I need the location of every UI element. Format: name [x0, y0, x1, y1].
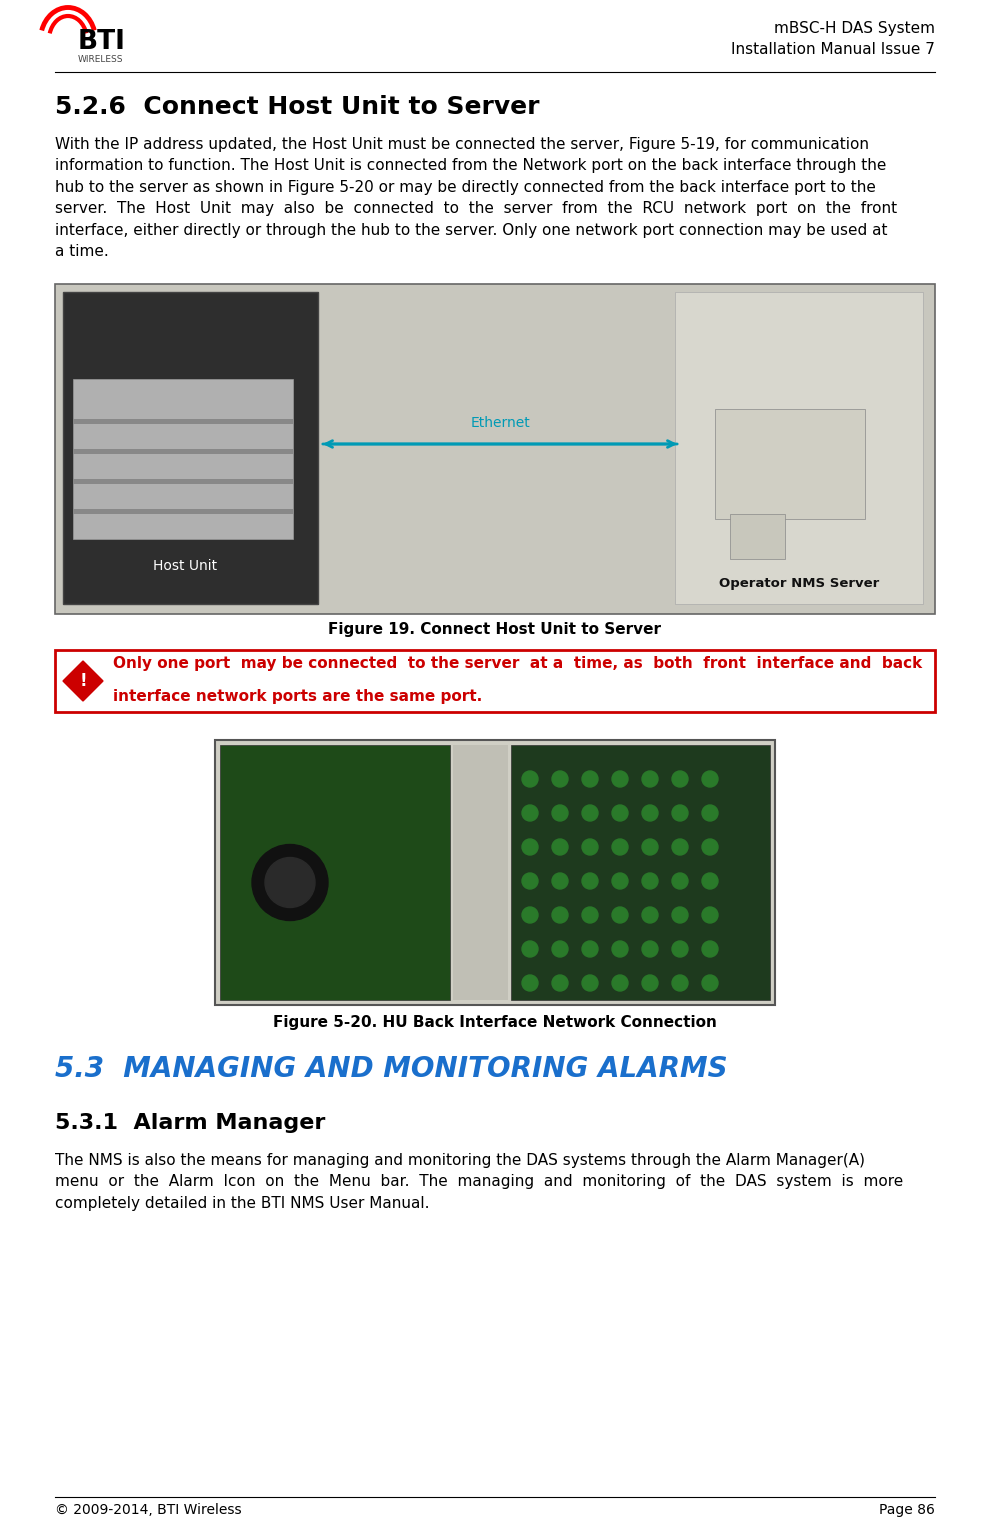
Circle shape: [612, 839, 628, 854]
FancyBboxPatch shape: [453, 746, 508, 1000]
FancyBboxPatch shape: [73, 449, 293, 455]
Circle shape: [522, 942, 538, 957]
Circle shape: [642, 805, 658, 821]
Text: Figure 19. Connect Host Unit to Server: Figure 19. Connect Host Unit to Server: [329, 622, 661, 637]
Circle shape: [612, 975, 628, 991]
FancyBboxPatch shape: [73, 508, 293, 514]
FancyBboxPatch shape: [73, 479, 293, 484]
Circle shape: [582, 942, 598, 957]
Circle shape: [642, 873, 658, 890]
Circle shape: [642, 975, 658, 991]
Circle shape: [552, 805, 568, 821]
Circle shape: [612, 942, 628, 957]
FancyBboxPatch shape: [63, 292, 318, 605]
Text: menu  or  the  Alarm  Icon  on  the  Menu  bar.  The  managing  and  monitoring : menu or the Alarm Icon on the Menu bar. …: [55, 1174, 903, 1190]
Circle shape: [672, 839, 688, 854]
Circle shape: [552, 873, 568, 890]
Text: Installation Manual Issue 7: Installation Manual Issue 7: [732, 43, 935, 58]
Text: interface network ports are the same port.: interface network ports are the same por…: [113, 689, 482, 704]
Circle shape: [702, 942, 718, 957]
FancyBboxPatch shape: [511, 746, 770, 1000]
Text: With the IP address updated, the Host Unit must be connected the server, Figure : With the IP address updated, the Host Un…: [55, 136, 869, 152]
FancyBboxPatch shape: [55, 651, 935, 712]
Text: BTI: BTI: [78, 29, 126, 55]
Circle shape: [702, 805, 718, 821]
Circle shape: [642, 772, 658, 787]
Circle shape: [702, 873, 718, 890]
Circle shape: [582, 839, 598, 854]
Circle shape: [672, 772, 688, 787]
Circle shape: [522, 772, 538, 787]
Text: The NMS is also the means for managing and monitoring the DAS systems through th: The NMS is also the means for managing a…: [55, 1153, 865, 1168]
Circle shape: [702, 772, 718, 787]
Circle shape: [582, 975, 598, 991]
Text: server.  The  Host  Unit  may  also  be  connected  to  the  server  from  the  : server. The Host Unit may also be connec…: [55, 202, 897, 216]
Circle shape: [552, 839, 568, 854]
Circle shape: [702, 975, 718, 991]
Circle shape: [642, 942, 658, 957]
Circle shape: [552, 942, 568, 957]
Circle shape: [522, 805, 538, 821]
Circle shape: [672, 975, 688, 991]
Circle shape: [552, 975, 568, 991]
Text: mBSC-H DAS System: mBSC-H DAS System: [774, 20, 935, 35]
Circle shape: [522, 873, 538, 890]
Circle shape: [702, 906, 718, 923]
Circle shape: [642, 839, 658, 854]
Circle shape: [582, 873, 598, 890]
FancyBboxPatch shape: [215, 739, 775, 1004]
FancyBboxPatch shape: [73, 380, 293, 539]
Circle shape: [612, 805, 628, 821]
Circle shape: [612, 772, 628, 787]
Text: WIRELESS: WIRELESS: [78, 55, 124, 63]
Circle shape: [672, 873, 688, 890]
Text: hub to the server as shown in Figure 5-20 or may be directly connected from the : hub to the server as shown in Figure 5-2…: [55, 181, 876, 194]
Circle shape: [612, 906, 628, 923]
Circle shape: [702, 839, 718, 854]
Polygon shape: [63, 661, 103, 701]
FancyBboxPatch shape: [220, 746, 450, 1000]
Circle shape: [672, 942, 688, 957]
Text: © 2009-2014, BTI Wireless: © 2009-2014, BTI Wireless: [55, 1503, 242, 1517]
Text: a time.: a time.: [55, 245, 109, 259]
Text: !: !: [79, 672, 87, 690]
FancyBboxPatch shape: [715, 409, 865, 519]
Text: Figure 5-20. HU Back Interface Network Connection: Figure 5-20. HU Back Interface Network C…: [273, 1015, 717, 1030]
Circle shape: [582, 906, 598, 923]
Circle shape: [642, 906, 658, 923]
Circle shape: [522, 839, 538, 854]
Text: Host Unit: Host Unit: [152, 559, 217, 573]
Circle shape: [265, 857, 315, 908]
Circle shape: [522, 975, 538, 991]
FancyBboxPatch shape: [55, 283, 935, 614]
Circle shape: [552, 906, 568, 923]
Text: Operator NMS Server: Operator NMS Server: [719, 577, 879, 591]
Circle shape: [582, 805, 598, 821]
Text: information to function. The Host Unit is connected from the Network port on the: information to function. The Host Unit i…: [55, 159, 886, 173]
Text: Ethernet: Ethernet: [470, 416, 530, 430]
Circle shape: [672, 906, 688, 923]
Text: Only one port  may be connected  to the server  at a  time, as  both  front  int: Only one port may be connected to the se…: [113, 655, 923, 671]
Circle shape: [522, 906, 538, 923]
FancyBboxPatch shape: [675, 292, 923, 605]
Circle shape: [252, 845, 328, 920]
Text: completely detailed in the BTI NMS User Manual.: completely detailed in the BTI NMS User …: [55, 1196, 430, 1211]
Circle shape: [672, 805, 688, 821]
Text: interface, either directly or through the hub to the server. Only one network po: interface, either directly or through th…: [55, 224, 887, 237]
Text: 5.3  MANAGING AND MONITORING ALARMS: 5.3 MANAGING AND MONITORING ALARMS: [55, 1055, 728, 1082]
Text: Page 86: Page 86: [879, 1503, 935, 1517]
FancyBboxPatch shape: [73, 419, 293, 424]
Circle shape: [552, 772, 568, 787]
Text: 5.2.6  Connect Host Unit to Server: 5.2.6 Connect Host Unit to Server: [55, 95, 540, 119]
FancyBboxPatch shape: [730, 514, 785, 559]
Text: 5.3.1  Alarm Manager: 5.3.1 Alarm Manager: [55, 1113, 326, 1133]
Circle shape: [582, 772, 598, 787]
Circle shape: [612, 873, 628, 890]
